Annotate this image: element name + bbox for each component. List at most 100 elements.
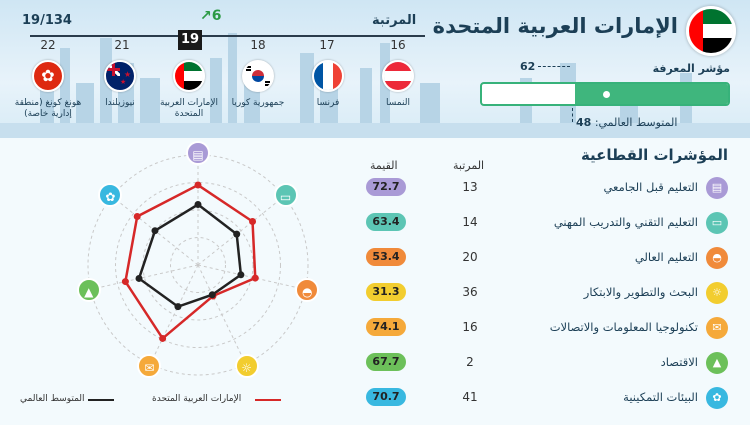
sector-value-badge: 53.4 <box>366 248 406 266</box>
tech-icon: ✉ <box>706 317 728 339</box>
uae-point <box>133 213 141 221</box>
sector-value-badge: 63.4 <box>366 213 406 231</box>
global-average-pointer <box>572 108 573 122</box>
sector-rank: 41 <box>462 390 478 404</box>
korea-flag-icon <box>242 60 274 92</box>
world-average-point <box>174 303 182 311</box>
sectors-title: المؤشرات القطاعية <box>580 146 728 164</box>
radar-axis <box>197 264 306 290</box>
global-average-label: المتوسط العالمي: 48 <box>576 116 678 129</box>
skyline-image <box>0 33 750 138</box>
hands-icon: ✿ <box>98 183 123 208</box>
sector-rank: 2 <box>466 355 474 369</box>
value-column-header: القيمة <box>370 159 398 172</box>
sector-label: البيئات التمكينية <box>623 390 698 404</box>
chart-icon: ▲ <box>706 352 728 374</box>
rank-number: 21 <box>114 38 130 52</box>
rank-column-header: المرتبة <box>453 159 485 172</box>
monitor-icon: ▭ <box>273 183 298 208</box>
header-banner: 19/134 المرتبة ↗6 22 21 19 18 17 16 ✿ ★ … <box>0 0 750 138</box>
world-average-point <box>208 291 216 299</box>
sector-label: التعليم قبل الجامعي <box>603 180 698 194</box>
rank-number-highlight: 19 <box>178 30 202 50</box>
uae-point <box>249 218 257 226</box>
legend-world-label: المتوسط العالمي <box>20 394 85 404</box>
rank-label: المرتبة <box>372 13 417 28</box>
graduation-cap-icon: ◓ <box>295 277 320 302</box>
hong-kong-flag-icon: ✿ <box>32 60 64 92</box>
rank-number: 16 <box>390 38 406 52</box>
radar-chart <box>87 154 309 376</box>
rank-number: 22 <box>40 38 56 52</box>
radar-axis <box>149 264 199 365</box>
lightbulb-icon: ☼ <box>234 353 259 378</box>
knowledge-index-bar <box>480 82 730 106</box>
knowledge-index-pointer <box>538 66 570 67</box>
sector-rank: 20 <box>462 250 478 264</box>
sector-rank: 16 <box>462 320 478 334</box>
tech-icon: ✉ <box>137 353 162 378</box>
rank-number: 18 <box>250 38 266 52</box>
country-name: نيوزيلندا <box>105 98 135 108</box>
country-name: النمسا <box>386 98 410 108</box>
book-icon: ▤ <box>186 141 210 165</box>
book-icon: ▤ <box>706 177 728 199</box>
country-name: فرنسا <box>316 98 340 108</box>
world-average-point <box>151 227 159 235</box>
uae-point <box>159 334 167 342</box>
uae-flag-icon <box>686 6 736 56</box>
sector-value-badge: 74.1 <box>366 318 406 336</box>
sector-value-badge: 72.7 <box>366 178 406 196</box>
rank-number: 17 <box>319 38 335 52</box>
sector-value-badge: 67.7 <box>366 353 406 371</box>
sector-rank: 36 <box>462 285 478 299</box>
uae-flag-icon <box>173 60 205 92</box>
monitor-icon: ▭ <box>706 212 728 234</box>
legend-world-swatch <box>88 399 114 401</box>
global-average-marker <box>602 91 610 98</box>
new-zealand-flag-icon: ★ ★ <box>104 60 136 92</box>
sector-label: البحث والتطوير والابتكار <box>583 285 698 299</box>
world-average-point <box>233 230 241 238</box>
hands-icon: ✿ <box>706 387 728 409</box>
sector-rank: 13 <box>462 180 478 194</box>
radar-ring <box>170 237 226 293</box>
sector-label: الاقتصاد <box>660 355 698 369</box>
sector-label: التعليم العالي <box>634 250 698 264</box>
world-average-series <box>137 202 243 309</box>
radar-axis <box>197 196 285 266</box>
sector-value-badge: 70.7 <box>366 388 406 406</box>
rank-change: ↗6 <box>200 8 222 24</box>
sector-label: التعليم التقني والتدريب المهني <box>553 215 698 229</box>
knowledge-index-label: مؤشر المعرفة <box>652 62 730 75</box>
world-average-point <box>194 201 202 208</box>
country-name: هونغ كونغ (منطقة إدارية خاصة) <box>14 98 82 119</box>
uae-point <box>194 181 202 189</box>
country-name: الإمارات العربية المتحدة <box>160 98 218 119</box>
uae-series <box>124 183 257 341</box>
country-name: جمهورية كوريا <box>231 98 285 108</box>
sector-rank: 14 <box>462 215 478 229</box>
radar-ring <box>115 182 281 348</box>
sector-label: تكنولوجيا المعلومات والاتصالات <box>549 320 698 334</box>
lightbulb-icon: ☼ <box>706 282 728 304</box>
chart-icon: ▲ <box>76 277 101 302</box>
legend-uae-swatch <box>255 399 281 401</box>
uae-point <box>251 274 259 282</box>
sector-value-badge: 31.3 <box>366 283 406 301</box>
legend-uae-label: الإمارات العربية المتحدة <box>152 394 242 404</box>
rank-total: 19/134 <box>22 13 72 28</box>
knowledge-index-fill <box>575 84 728 104</box>
uae-point <box>121 278 129 286</box>
trend-up-icon: ↗ <box>200 8 212 24</box>
knowledge-index-value: 62 <box>520 60 536 73</box>
france-flag-icon <box>312 60 344 92</box>
graduation-cap-icon: ◓ <box>706 247 728 269</box>
rank-line <box>30 35 425 37</box>
world-average-point <box>237 271 245 279</box>
radar-axis <box>197 264 247 365</box>
world-average-point <box>135 274 143 282</box>
page-title: الإمارات العربية المتحدة <box>432 14 678 38</box>
austria-flag-icon <box>382 60 414 92</box>
radar-axis <box>90 264 199 290</box>
